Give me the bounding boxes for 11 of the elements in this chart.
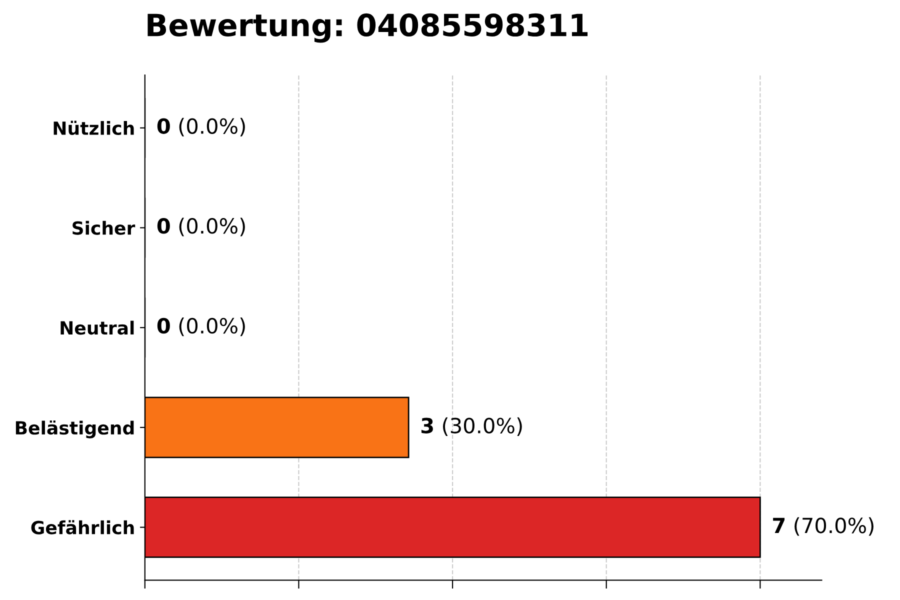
data-label: 0 (0.0%) <box>157 318 245 336</box>
y-tick-label: Sicher <box>72 220 136 235</box>
data-label: 0 (0.0%) <box>157 118 245 136</box>
data-label: 3 (30.0%) <box>421 417 522 436</box>
data-label: 0 (0.0%) <box>157 218 245 236</box>
y-tick-label: Nützlich <box>54 120 134 136</box>
y-tick-label: Gefährlich <box>31 520 134 534</box>
y-tick-label: Neutral <box>60 320 134 335</box>
data-label: 7 (70.0%) <box>773 517 874 536</box>
y-tick-label: Belästigend <box>16 420 134 438</box>
chart-title: Bewertung: 04085598311 <box>148 13 588 43</box>
